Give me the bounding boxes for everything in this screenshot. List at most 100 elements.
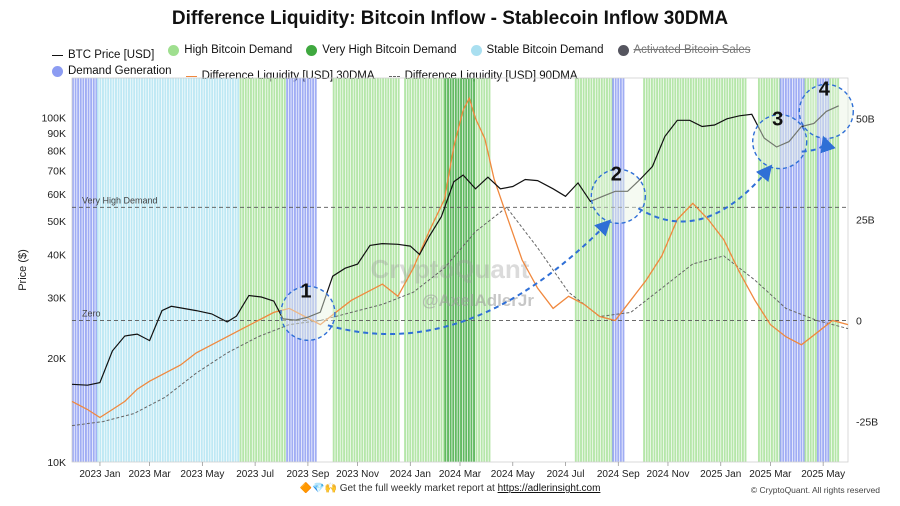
regime-stripe xyxy=(366,78,369,462)
x-tick-label: 2023 Nov xyxy=(336,469,379,480)
regime-stripe xyxy=(79,78,82,462)
regime-stripe xyxy=(234,78,237,462)
annotation-label: 3 xyxy=(772,109,783,131)
x-tick-label: 2024 Mar xyxy=(439,469,482,480)
regime-band-high xyxy=(574,78,614,462)
regime-stripe xyxy=(419,78,422,462)
x-tick-label: 2024 May xyxy=(491,469,535,480)
regime-stripe xyxy=(193,78,195,462)
regime-stripe xyxy=(125,78,128,462)
regime-stripe xyxy=(288,78,291,462)
y-tick-label: 90K xyxy=(47,128,66,140)
regime-stripe xyxy=(172,78,175,462)
regime-stripe xyxy=(363,78,366,462)
regime-stripe xyxy=(361,78,364,462)
regime-stripe xyxy=(422,78,425,462)
regime-stripe xyxy=(656,78,659,462)
regime-stripe xyxy=(182,78,185,462)
regime-stripe xyxy=(208,78,211,462)
legend-item[interactable]: BTC Price [USD] xyxy=(52,47,154,63)
footer-link[interactable]: https://adlerinsight.com xyxy=(497,483,601,494)
regime-stripe xyxy=(395,78,398,462)
regime-stripe xyxy=(198,78,201,462)
regime-stripe xyxy=(224,78,227,462)
regime-stripe xyxy=(389,78,392,462)
regime-stripe xyxy=(702,78,705,462)
regime-stripe xyxy=(812,78,815,462)
regime-stripe xyxy=(190,78,193,462)
regime-stripe xyxy=(221,78,224,462)
y-tick-label: 10K xyxy=(47,457,66,469)
chart-title: Difference Liquidity: Bitcoin Inflow - S… xyxy=(171,8,729,29)
legend-item[interactable]: Stable Bitcoin Demand xyxy=(470,42,604,58)
regime-stripe xyxy=(95,78,98,462)
regime-stripe xyxy=(726,78,729,462)
regime-stripe xyxy=(185,78,188,462)
regime-stripe xyxy=(358,78,361,462)
regime-stripe xyxy=(226,78,229,462)
y-tick-label: 50K xyxy=(47,216,66,228)
regime-band-demand-generation xyxy=(779,78,806,462)
regime-stripe xyxy=(169,78,172,462)
regime-stripe xyxy=(684,78,687,462)
annotation-arrow xyxy=(801,135,836,154)
legend-item[interactable]: Very High Bitcoin Demand xyxy=(306,42,457,58)
regime-stripe xyxy=(356,78,359,462)
regime-stripe xyxy=(679,78,682,462)
annotation-circle xyxy=(752,113,808,170)
regime-stripe xyxy=(161,78,164,462)
regime-stripe xyxy=(739,78,742,462)
regime-stripe xyxy=(369,78,372,462)
regime-stripe xyxy=(741,78,744,462)
regime-stripe xyxy=(296,78,299,462)
regime-stripe xyxy=(600,78,603,462)
legend-item[interactable]: Difference Liquidity [USD] 30DMA xyxy=(185,68,375,84)
regime-stripe xyxy=(790,78,793,462)
regime-stripe xyxy=(309,78,312,462)
regime-stripe xyxy=(85,78,87,462)
regime-stripe xyxy=(770,78,773,462)
regime-stripe xyxy=(379,78,382,462)
regime-stripe xyxy=(247,78,250,462)
regime-stripe xyxy=(115,78,117,462)
annotation-label: 2 xyxy=(611,163,622,185)
regime-stripe xyxy=(263,78,265,462)
regime-stripe xyxy=(834,78,837,462)
y-tick-label: 100K xyxy=(41,112,66,124)
footer-text: Get the full weekly market report at xyxy=(339,483,495,494)
regime-stripe xyxy=(306,78,309,462)
regime-stripe xyxy=(695,78,698,462)
legend-swatch xyxy=(185,75,197,77)
regime-stripe xyxy=(470,78,473,462)
regime-stripe xyxy=(792,78,795,462)
regime-stripe xyxy=(148,78,151,462)
x-tick-label: 2024 Sep xyxy=(597,469,640,480)
regime-stripe xyxy=(765,78,768,462)
regime-stripe xyxy=(814,78,817,462)
regime-stripe xyxy=(255,78,258,462)
legend-item[interactable]: Demand Generation xyxy=(52,63,172,79)
x-tick-label: 2024 Jul xyxy=(547,469,585,480)
regime-stripe xyxy=(603,78,606,462)
regime-stripe xyxy=(816,78,819,462)
x-tick-label: 2023 Jan xyxy=(79,469,120,480)
regime-stripe xyxy=(666,78,669,462)
regime-stripe xyxy=(257,78,260,462)
regime-stripe xyxy=(760,78,763,462)
regime-stripe xyxy=(430,78,433,462)
x-tick-label: 2025 Jan xyxy=(700,469,741,480)
legend-swatch xyxy=(52,65,63,77)
regime-stripe xyxy=(577,78,580,462)
legend-item[interactable]: Activated Bitcoin Sales xyxy=(617,42,751,58)
regime-stripe xyxy=(721,78,724,462)
regime-stripe xyxy=(281,78,284,462)
regime-stripe xyxy=(708,78,711,462)
regime-stripe xyxy=(585,78,588,462)
regime-stripe xyxy=(252,78,255,462)
regime-stripe xyxy=(276,78,278,462)
regime-stripe xyxy=(187,78,190,462)
regime-stripe xyxy=(658,78,661,462)
regime-stripe xyxy=(819,78,822,462)
regime-stripe xyxy=(800,78,803,462)
legend-item[interactable]: High Bitcoin Demand xyxy=(168,42,292,58)
